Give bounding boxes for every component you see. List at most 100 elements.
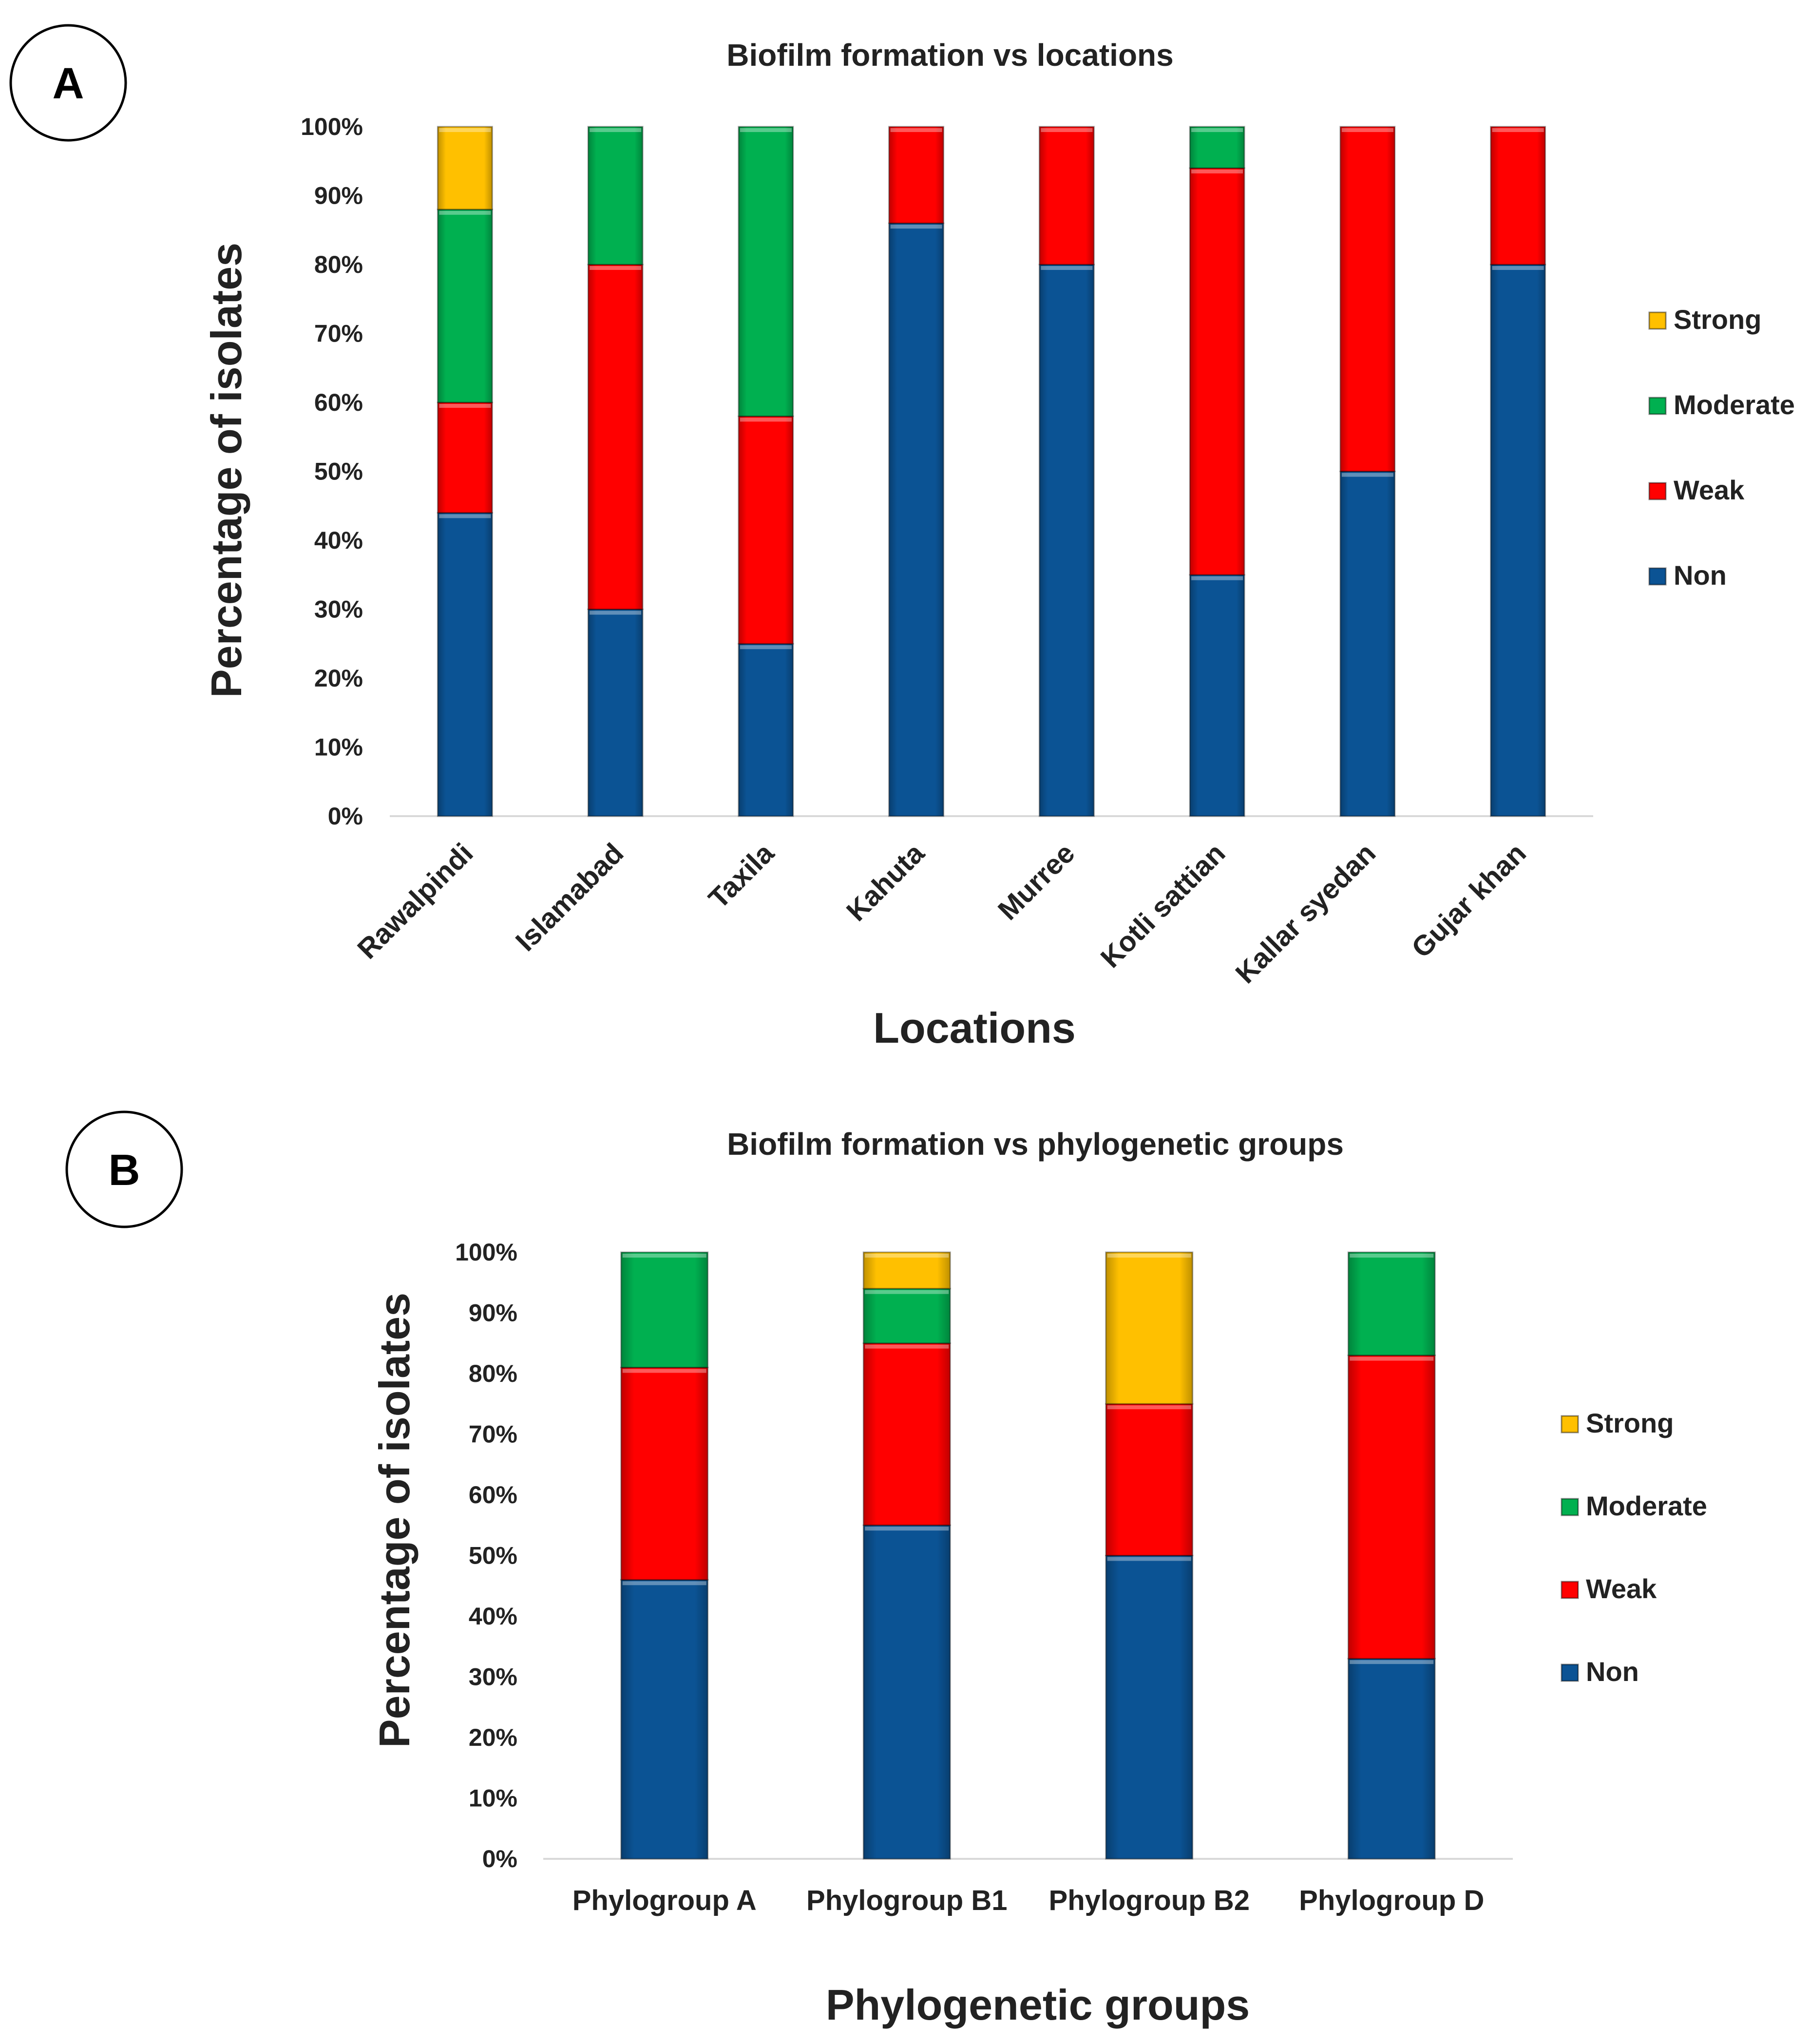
bar-segment-shading bbox=[1340, 127, 1395, 472]
bar-segment-shading bbox=[621, 1580, 708, 1859]
panel-label: B bbox=[109, 1146, 140, 1195]
bar-segment-highlight bbox=[622, 1369, 706, 1373]
bar-segment-shading bbox=[588, 609, 643, 816]
bar-segment-shading bbox=[1105, 1555, 1193, 1859]
bar-segment-highlight bbox=[439, 404, 491, 408]
legend-swatch-moderate bbox=[1561, 1498, 1579, 1516]
y-tick-label: 20% bbox=[314, 665, 363, 692]
y-tick-label: 70% bbox=[314, 320, 363, 347]
bar-segment-highlight bbox=[1341, 473, 1393, 477]
bar-segment-highlight bbox=[740, 418, 792, 422]
x-tick-label: Taxila bbox=[703, 837, 781, 915]
bar-segment-shading bbox=[1190, 127, 1245, 168]
legend-label-weak: Weak bbox=[1586, 1573, 1657, 1604]
legend-label-non: Non bbox=[1586, 1656, 1639, 1687]
x-tick-label: Islamabad bbox=[510, 837, 630, 957]
legend-label-non: Non bbox=[1674, 560, 1727, 591]
bar-segment-shading bbox=[889, 127, 944, 224]
y-tick-label: 80% bbox=[314, 251, 363, 278]
bar-segment-highlight bbox=[622, 1581, 706, 1586]
y-tick-label: 40% bbox=[469, 1603, 517, 1630]
x-tick-label: Rawalpindi bbox=[351, 837, 479, 965]
y-tick-label: 40% bbox=[314, 527, 363, 554]
y-tick-label: 90% bbox=[314, 182, 363, 210]
x-axis-title: Phylogenetic groups bbox=[826, 1981, 1250, 2029]
bar-segment-highlight bbox=[1350, 1356, 1434, 1361]
y-tick-label: 100% bbox=[301, 113, 363, 140]
bar-segment-shading bbox=[438, 402, 493, 513]
y-tick-label: 30% bbox=[469, 1663, 517, 1691]
bar-segment-highlight bbox=[1107, 1405, 1191, 1410]
bar-segment-highlight bbox=[865, 1254, 949, 1258]
bar-segment-highlight bbox=[890, 225, 942, 229]
chart-title: Biofilm formation vs phylogenetic groups bbox=[727, 1127, 1344, 1162]
y-axis-title: Percentage of isolates bbox=[370, 1293, 419, 1748]
chart-panel-b: B Biofilm formation vs phylogenetic grou… bbox=[65, 1110, 1707, 2029]
bar-segment-highlight bbox=[439, 128, 491, 132]
bar-segment-shading bbox=[438, 127, 493, 210]
bar-segment-shading bbox=[1105, 1404, 1193, 1556]
y-tick-label: 10% bbox=[469, 1785, 517, 1812]
bar-segment-highlight bbox=[890, 128, 942, 132]
bar-segment-highlight bbox=[1041, 128, 1093, 132]
x-tick-label: Kotli sattian bbox=[1095, 837, 1232, 974]
bar-segment-highlight bbox=[1041, 266, 1093, 270]
legend-swatch-strong bbox=[1648, 311, 1667, 330]
x-tick-label: Murree bbox=[992, 837, 1081, 926]
bar-segment-shading bbox=[1190, 168, 1245, 575]
legend-swatch-strong bbox=[1561, 1415, 1579, 1433]
panel-label: A bbox=[53, 59, 84, 108]
y-tick-label: 70% bbox=[469, 1421, 517, 1448]
legend-swatch-non bbox=[1648, 567, 1667, 586]
bar-segment-shading bbox=[1348, 1252, 1435, 1356]
bar-segment-shading bbox=[1348, 1355, 1435, 1659]
bar-segment-shading bbox=[1490, 127, 1545, 265]
x-tick-label: Phylogroup B2 bbox=[1049, 1885, 1250, 1916]
bar-segment-shading bbox=[1039, 127, 1094, 265]
bar-segment-highlight bbox=[740, 645, 792, 649]
chart-panel-a: A Biofilm formation vs locations Percent… bbox=[9, 24, 1795, 1052]
bar-segment-highlight bbox=[1107, 1254, 1191, 1258]
bar-segment-highlight bbox=[1191, 169, 1243, 173]
panel-label-badge bbox=[9, 24, 127, 142]
bar-segment-shading bbox=[588, 265, 643, 610]
bar-segment-highlight bbox=[865, 1290, 949, 1294]
x-tick-label: Gujar khan bbox=[1406, 837, 1532, 964]
bar-segment-shading bbox=[738, 127, 793, 417]
bar-segment-shading bbox=[1340, 471, 1395, 816]
legend-label-moderate: Moderate bbox=[1674, 389, 1795, 420]
bar-segment-highlight bbox=[1492, 128, 1544, 132]
y-tick-label: 100% bbox=[455, 1239, 517, 1266]
bar-segment-shading bbox=[738, 644, 793, 816]
y-tick-label: 50% bbox=[469, 1542, 517, 1569]
bar-segment-highlight bbox=[439, 514, 491, 518]
y-tick-label: 10% bbox=[314, 734, 363, 761]
bar-segment-highlight bbox=[865, 1527, 949, 1531]
bar-segment-highlight bbox=[590, 128, 642, 132]
y-tick-label: 30% bbox=[314, 596, 363, 623]
bar-segment-shading bbox=[889, 223, 944, 817]
y-tick-label: 0% bbox=[328, 802, 363, 830]
legend-label-strong: Strong bbox=[1586, 1408, 1674, 1438]
bar-segment-highlight bbox=[1350, 1660, 1434, 1664]
y-tick-label: 60% bbox=[314, 389, 363, 416]
y-tick-label: 0% bbox=[482, 1845, 517, 1872]
legend-label-weak: Weak bbox=[1674, 475, 1745, 505]
legend-swatch-moderate bbox=[1648, 397, 1667, 415]
bar-segment-shading bbox=[738, 416, 793, 644]
x-tick-label: Phylogroup A bbox=[572, 1885, 757, 1916]
bar-segment-highlight bbox=[590, 611, 642, 615]
bar-segment-shading bbox=[438, 209, 493, 402]
y-tick-label: 80% bbox=[469, 1360, 517, 1387]
bar-segment-shading bbox=[863, 1525, 951, 1859]
bar-segment-shading bbox=[1039, 265, 1094, 816]
bar-segment-shading bbox=[863, 1252, 951, 1289]
x-tick-label: Phylogroup D bbox=[1299, 1885, 1484, 1916]
x-axis-title: Locations bbox=[873, 1004, 1076, 1052]
bar-segment-shading bbox=[1105, 1252, 1193, 1404]
x-tick-label: Kahuta bbox=[840, 837, 931, 927]
legend-swatch-non bbox=[1561, 1663, 1579, 1682]
y-tick-label: 20% bbox=[469, 1724, 517, 1751]
